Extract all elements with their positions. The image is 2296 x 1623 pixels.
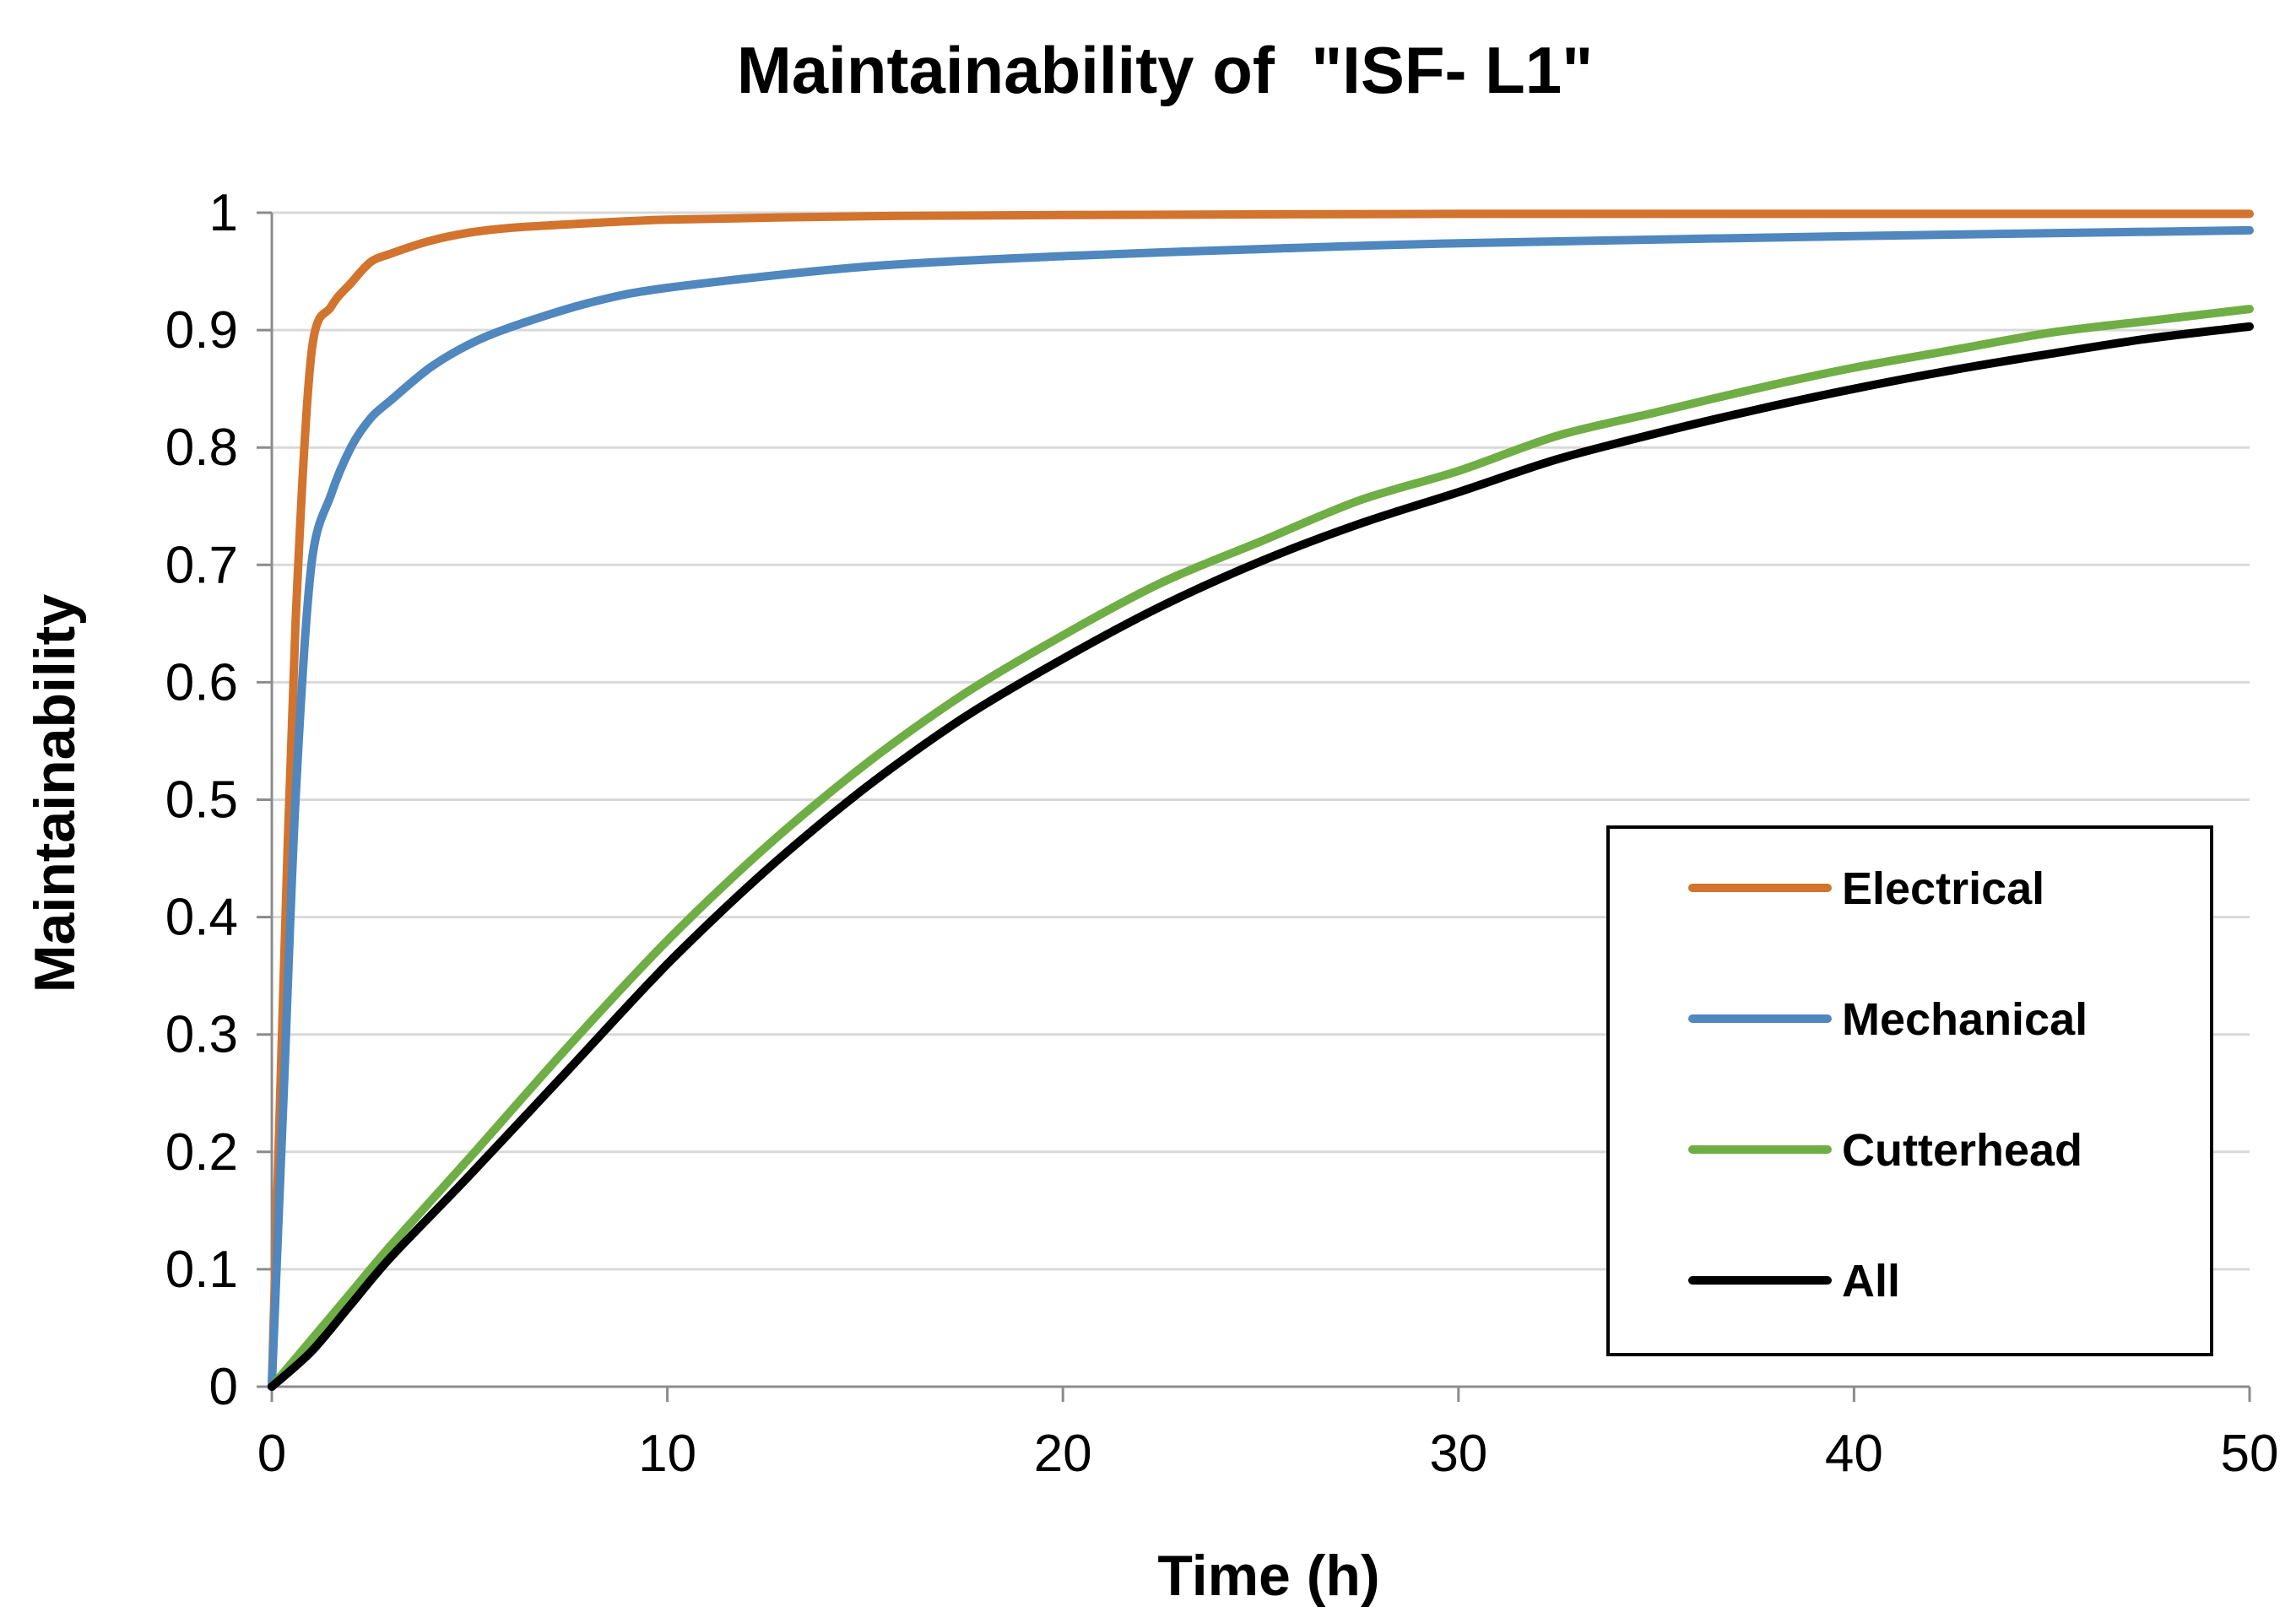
y-tick-label: 0.3 [165, 1006, 238, 1064]
y-tick-label: 0 [209, 1358, 238, 1416]
y-tick-label: 0.7 [165, 536, 238, 594]
legend-label-electrical: Electrical [1842, 863, 2044, 914]
y-tick-label: 0.5 [165, 771, 238, 830]
legend-box [1606, 825, 2213, 1356]
y-axis-label: Maintainability [23, 594, 87, 993]
y-tick-label: 1 [209, 184, 238, 242]
y-tick-label: 0.1 [165, 1241, 238, 1299]
legend-label-mechanical: Mechanical [1842, 994, 2088, 1045]
y-tick-label: 0.2 [165, 1123, 238, 1182]
x-tick-label: 0 [257, 1425, 286, 1483]
series-line-electrical [268, 209, 2254, 1391]
x-tick-label: 40 [1825, 1425, 1883, 1483]
x-tick-label: 50 [2221, 1425, 2279, 1483]
y-tick-label: 0.6 [165, 653, 238, 711]
x-tick-label: 20 [1034, 1425, 1092, 1483]
series-line-cutterhead [268, 305, 2254, 1391]
x-axis-label: Time (h) [1157, 1544, 1379, 1608]
y-tick-label: 0.9 [165, 301, 238, 360]
chart-title: Maintainability of "ISF- L1" [737, 33, 1593, 107]
series-line-mechanical [268, 225, 2254, 1391]
series-line-all [268, 322, 2254, 1391]
x-tick-label: 10 [638, 1425, 696, 1483]
y-tick-label: 0.4 [165, 889, 238, 947]
legend: Electrical Mechanical Cutterhead All [1606, 825, 2213, 1356]
x-tick-label: 30 [1429, 1425, 1487, 1483]
y-tick-label: 0.8 [165, 419, 238, 477]
legend-label-all: All [1842, 1256, 1900, 1307]
series-lines [268, 209, 2254, 1391]
legend-label-cutterhead: Cutterhead [1842, 1125, 2082, 1176]
axes: 00.10.20.30.40.50.60.70.80.910 10 20 30 40 50 [165, 184, 2279, 1483]
